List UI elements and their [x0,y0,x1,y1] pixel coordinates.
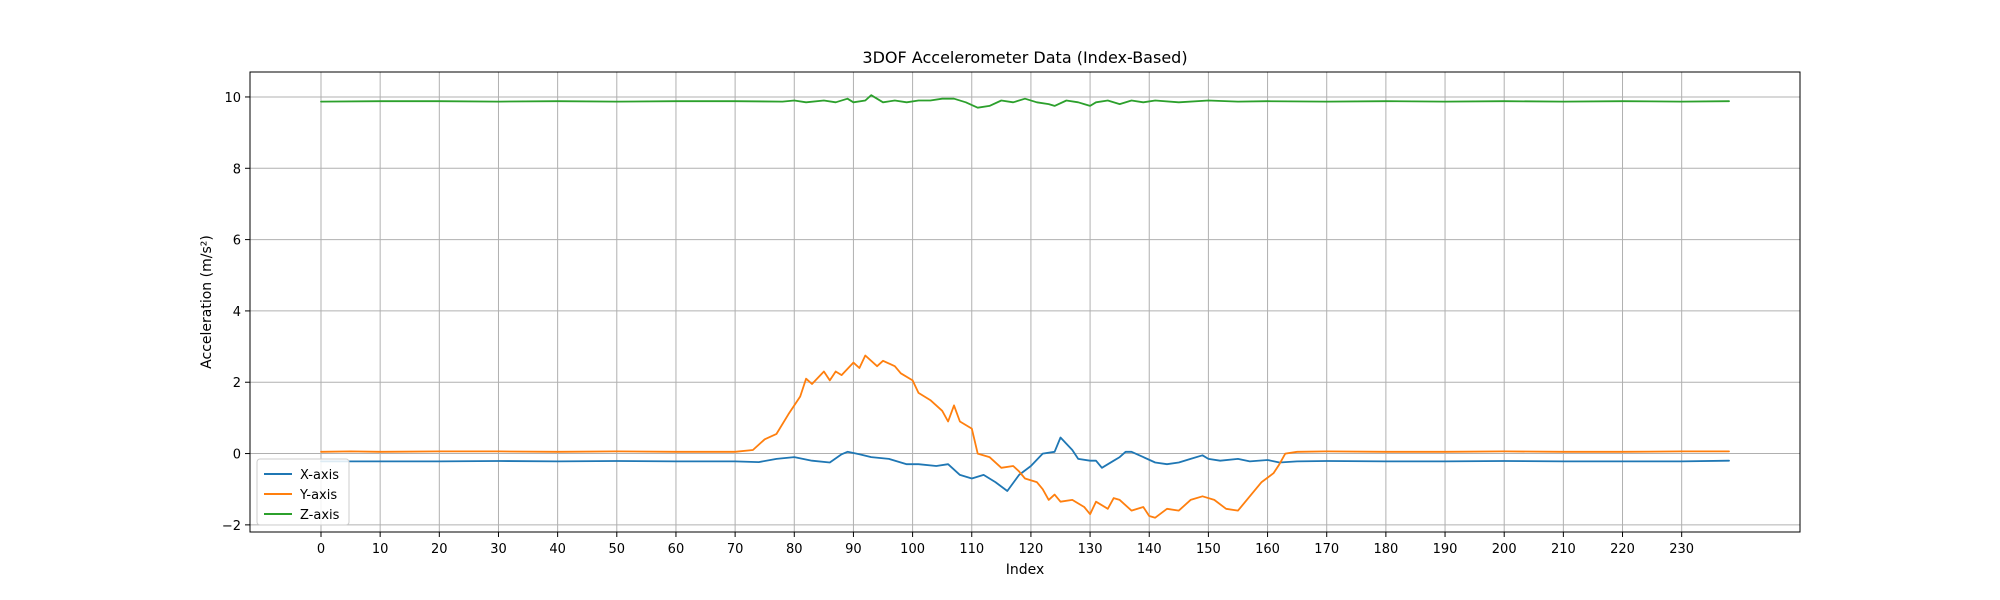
x-tick-label: 200 [1492,542,1517,557]
x-tick-label: 80 [786,542,803,557]
x-tick-label: 220 [1610,542,1635,557]
x-tick-label: 60 [668,542,685,557]
y-tick-label: 2 [233,376,241,391]
x-tick-label: 30 [490,542,507,557]
legend-box [256,458,350,526]
x-tick-label: 160 [1255,542,1280,557]
x-tick-label: 150 [1196,542,1221,557]
legend-label: Z-axis [300,508,340,523]
series-group [320,94,1730,519]
x-tick-label: 120 [1019,542,1044,557]
series-line-y-axis [320,354,1730,519]
x-tick-label: 70 [727,542,744,557]
x-tick-label: 110 [959,542,984,557]
x-tick-label: 40 [549,542,566,557]
chart-title: 3DOF Accelerometer Data (Index-Based) [862,48,1187,67]
y-tick-label: 4 [233,305,241,320]
legend-items: X-axis Y-axis Z-axis [264,468,340,523]
x-tick-label: 190 [1433,542,1458,557]
grid [250,72,1800,532]
x-tick-label: 0 [317,542,325,557]
series-line-z-axis [320,94,1730,109]
y-tick-label: 0 [233,448,241,463]
x-tick-label: 50 [609,542,626,557]
y-axis-ticks: −2 0 2 4 6 8 10 [222,91,250,534]
x-tick-label: 130 [1078,542,1103,557]
x-tick-label: 230 [1669,542,1694,557]
plot-area-frame [249,71,1801,533]
y-tick-label: 10 [224,91,241,106]
y-axis-label: Acceleration (m/s²) [199,235,215,369]
x-axis-label: Index [1006,562,1045,578]
x-tick-label: 170 [1314,542,1339,557]
x-tick-label: 100 [900,542,925,557]
x-tick-label: 210 [1551,542,1576,557]
x-tick-label: 180 [1373,542,1398,557]
x-tick-label: 90 [845,542,862,557]
y-tick-label: −2 [222,519,241,534]
x-axis-ticks: 0 10 20 30 40 50 60 70 80 90 100 110 120 130 140 150 160… [317,532,1694,557]
x-tick-label: 20 [431,542,448,557]
x-tick-label: 140 [1137,542,1162,557]
legend: X-axis Y-axis Z-axis [256,458,350,526]
x-tick-label: 10 [372,542,389,557]
legend-label: Y-axis [299,488,337,503]
y-tick-label: 6 [233,234,241,249]
y-tick-label: 8 [233,162,241,177]
legend-label: X-axis [300,468,339,483]
series-line-x-axis [320,436,1730,492]
